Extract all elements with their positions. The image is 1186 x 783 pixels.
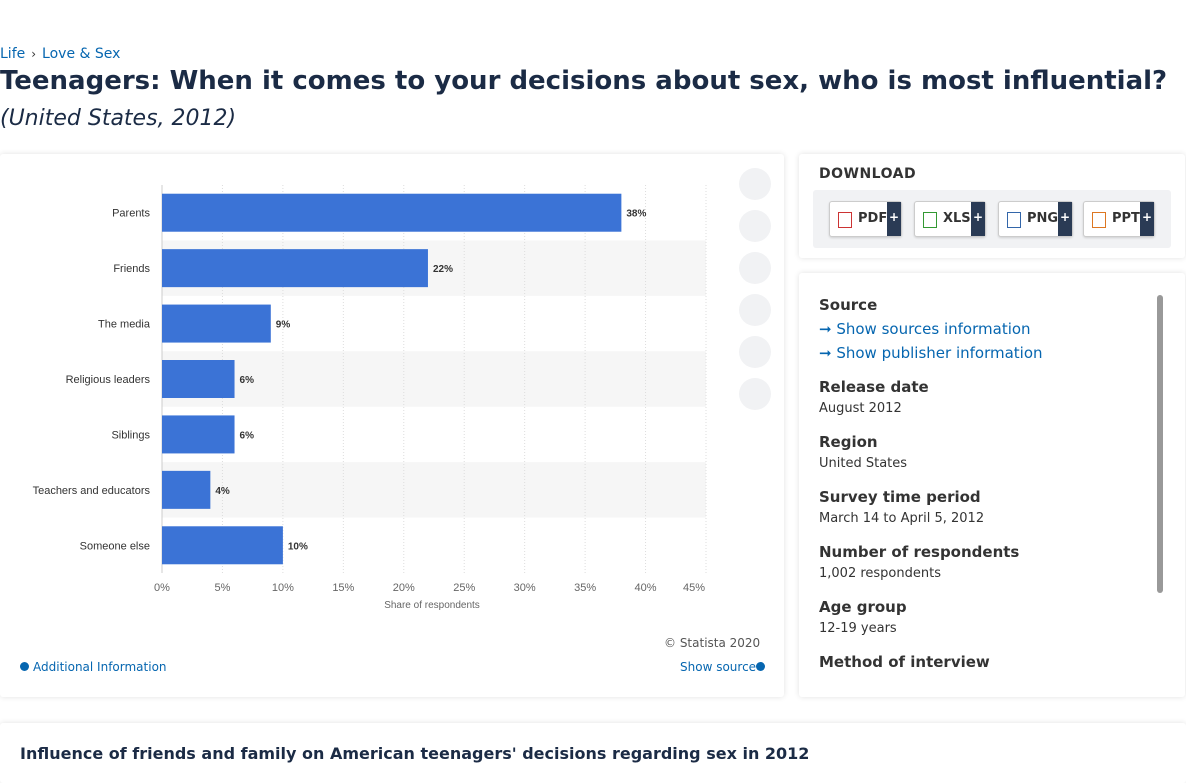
bar [162,526,283,565]
format-label: XLS [943,211,971,226]
favorite-button[interactable] [739,168,771,200]
download-card: DOWNLOAD PDF + XLS + PNG + PPT + [799,154,1185,258]
link-text: Show sources information [836,320,1031,338]
info-icon [756,662,765,671]
bar [162,304,271,343]
page-subtitle: (United States, 2012) [0,106,237,131]
detail-value: March 14 to April 5, 2012 [819,511,985,526]
breadcrumb-link[interactable]: Life [0,46,26,62]
download-ppt[interactable]: PPT + [1083,201,1155,237]
value-label: 4% [215,486,230,497]
x-tick-label: 30% [514,582,536,594]
page-title: Teenagers: When it comes to your decisio… [0,66,1168,96]
separator: › [31,47,37,61]
link-text: Show publisher information [836,344,1043,362]
icon [1007,212,1021,228]
detail-label: Region [819,433,878,451]
bar [162,193,622,232]
bar [162,360,235,398]
x-tick-label: 40% [635,582,657,594]
scrollbar [1157,295,1163,593]
show-sources-link[interactable]: ➞ Show sources information [819,320,1031,338]
breadcrumb-link[interactable]: Love & Sex [42,46,121,62]
detail-value: 12-19 years [819,621,897,636]
y-tick-label: The media [98,319,151,331]
value-label: 22% [433,264,453,275]
value-label: 38% [626,209,646,220]
detail-label: Survey time period [819,488,981,506]
detail-label: Number of respondents [819,543,1020,561]
x-tick-label: 20% [393,582,415,594]
format-label: PPT [1112,211,1140,226]
bar [162,470,211,509]
detail-value: August 2012 [819,401,902,416]
detail-label: Method of interview [819,653,990,671]
bar [162,249,428,288]
description-title: Influence of friends and family on Ameri… [20,744,810,763]
detail-value: United States [819,456,908,471]
detail-label: Release date [819,378,929,396]
plus: + [1058,202,1072,236]
value-label: 6% [240,375,255,386]
share-button[interactable] [739,294,771,326]
icon [1092,212,1106,228]
y-tick-label: Parents [112,208,150,220]
download-xls[interactable]: XLS + [914,201,986,237]
bar [162,415,235,454]
plus: + [887,202,901,236]
page: Life › Love & Sex Teenagers: When it comes… [0,43,1185,763]
info-icon [20,662,29,671]
y-tick-label: Someone else [80,540,150,552]
y-tick-label: Friends [113,263,150,275]
value-label: 10% [288,541,308,552]
x-tick-label: 5% [214,582,230,594]
source-heading: Source [819,296,878,314]
download-heading: DOWNLOAD [819,166,917,182]
plus: + [971,202,985,236]
row-band [162,462,706,518]
y-tick-label: Teachers and educators [33,485,151,497]
value-label: 6% [240,430,255,441]
x-tick-label: 0% [154,582,170,594]
format-label: PNG [1027,211,1059,226]
print-button[interactable] [739,378,771,410]
icon [923,212,937,228]
show-source-link[interactable]: Show source [680,660,757,674]
download-pdf[interactable]: PDF + [829,201,902,237]
breadcrumb: Life › Love & Sex [0,43,120,62]
description-card: Influence of friends and family on Ameri… [0,723,1186,783]
details-card: Source ➞ Show sources information ➞ Show… [799,273,1185,697]
value-label: 9% [276,320,291,331]
additional-info-link[interactable]: Additional Information [33,660,167,674]
detail-label: Age group [819,598,907,616]
chart: 0% 5% 10% 15% 20% 25% 30% 35% 40% 45% Share of res… [33,185,707,611]
x-tick-label: 15% [332,582,354,594]
format-label: PDF [858,211,888,226]
copyright: © Statista 2020 [664,636,761,650]
plus: + [1140,202,1154,236]
settings-button[interactable] [739,252,771,284]
cite-button[interactable] [739,336,771,368]
x-tick-label: 25% [453,582,475,594]
y-tick-label: Religious leaders [66,374,151,386]
show-publisher-link[interactable]: ➞ Show publisher information [819,344,1043,362]
icon [838,212,852,228]
row-band [162,351,706,407]
x-tick-label: 10% [272,582,294,594]
x-tick-label: 35% [574,582,596,594]
x-axis-title: Share of respondents [384,600,480,611]
y-tick-label: Siblings [111,429,150,441]
x-tick-label: 45% [683,582,705,594]
download-png[interactable]: PNG + [998,201,1073,237]
alert-button[interactable] [739,210,771,242]
detail-value: 1,002 respondents [819,566,941,581]
